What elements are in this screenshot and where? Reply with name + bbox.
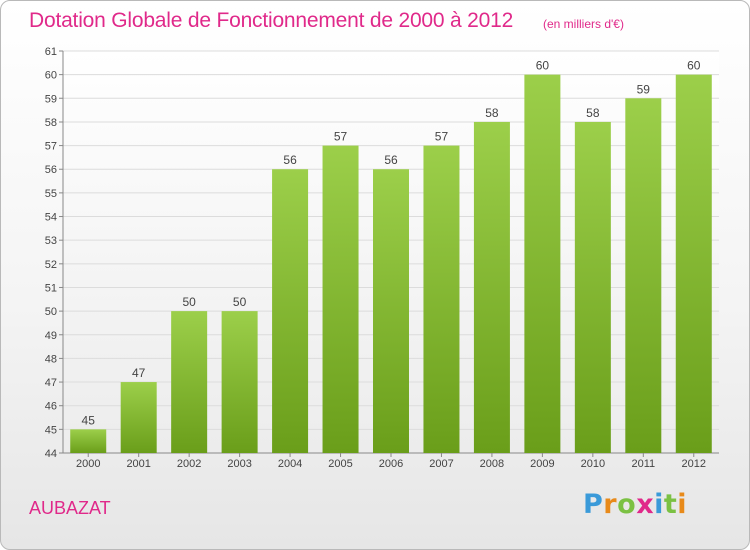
data-labels: 45 47 50 50 56 57 56 57 58 60 58 59 60 — [82, 59, 701, 428]
logo-letter: o — [617, 489, 637, 520]
y-tick-label: 60 — [45, 70, 57, 82]
bar-data-label: 57 — [334, 130, 348, 144]
bar-data-label: 60 — [536, 59, 550, 73]
y-tick-label: 44 — [45, 448, 57, 460]
bar-data-label: 59 — [637, 82, 651, 96]
x-tick-label: 2000 — [76, 458, 100, 470]
x-tick-label: 2003 — [227, 458, 251, 470]
y-tick-label: 51 — [45, 282, 57, 294]
x-tick-label: 2011 — [631, 458, 655, 470]
y-tick-label: 61 — [45, 46, 57, 58]
bar — [373, 169, 409, 453]
y-tick-label: 57 — [45, 141, 57, 153]
y-tick-label: 49 — [45, 330, 57, 342]
x-tick-label: 2010 — [581, 458, 605, 470]
bar — [272, 169, 309, 453]
y-tick-label: 53 — [45, 235, 57, 247]
bar-data-label: 58 — [485, 106, 499, 120]
logo-letter: i — [654, 489, 664, 520]
logo-letter: i — [677, 489, 688, 520]
x-tick-label: 2001 — [126, 458, 150, 470]
y-tick-label: 48 — [45, 353, 57, 365]
y-tick-label: 52 — [45, 259, 57, 271]
bar — [171, 311, 208, 453]
logo-letter: x — [636, 489, 655, 520]
y-tick-label: 58 — [45, 117, 57, 129]
y-tick-label: 47 — [45, 377, 57, 389]
bars — [70, 74, 712, 454]
y-axis: 44 45 46 47 48 49 50 51 52 53 54 55 56 57 58 59 60 61 — [45, 46, 64, 460]
y-tick-label: 54 — [45, 212, 57, 224]
x-tick-label: 2002 — [177, 458, 201, 470]
bar — [675, 74, 712, 453]
bar-data-label: 60 — [687, 59, 701, 73]
bar — [423, 145, 460, 453]
bar-data-label: 56 — [384, 153, 398, 167]
bar — [625, 98, 662, 453]
bar-data-label: 57 — [435, 130, 449, 144]
bar — [322, 145, 359, 453]
bar-data-label: 50 — [233, 295, 247, 309]
x-tick-label: 2005 — [328, 458, 352, 470]
commune-name: AUBAZAT — [29, 498, 111, 518]
logo-letter: t — [663, 489, 678, 520]
x-tick-label: 2009 — [530, 458, 554, 470]
x-tick-label: 2006 — [379, 458, 403, 470]
bar-data-label: 45 — [82, 413, 96, 427]
y-tick-label: 46 — [45, 401, 57, 413]
bar-data-label: 47 — [132, 366, 146, 380]
bar — [524, 74, 561, 453]
x-tick-label: 2007 — [429, 458, 453, 470]
bar-data-label: 56 — [283, 153, 297, 167]
x-axis: 2000 2001 2002 2003 2004 2005 2006 2007 2008 2009… — [63, 452, 719, 470]
y-tick-label: 50 — [45, 306, 57, 318]
logo-letter: P — [583, 489, 604, 520]
chart-title: Dotation Globale de Fonctionnement de 20… — [29, 9, 514, 32]
bar — [473, 121, 510, 454]
y-tick-label: 45 — [45, 424, 57, 436]
bar — [70, 429, 107, 453]
y-tick-label: 56 — [45, 164, 57, 176]
bar — [574, 121, 611, 454]
bar — [221, 311, 258, 453]
y-tick-label: 55 — [45, 188, 57, 200]
x-tick-label: 2012 — [682, 458, 706, 470]
bar-data-label: 50 — [182, 295, 196, 309]
bar — [120, 382, 157, 453]
logo-letter: r — [603, 489, 618, 520]
unit-label: (en milliers d'€) — [543, 17, 624, 31]
y-tick-label: 59 — [45, 93, 57, 105]
x-tick-label: 2008 — [480, 458, 504, 470]
proxiti-logo: Proxiti — [583, 489, 687, 520]
bar-data-label: 58 — [586, 106, 600, 120]
x-tick-label: 2004 — [278, 458, 302, 470]
